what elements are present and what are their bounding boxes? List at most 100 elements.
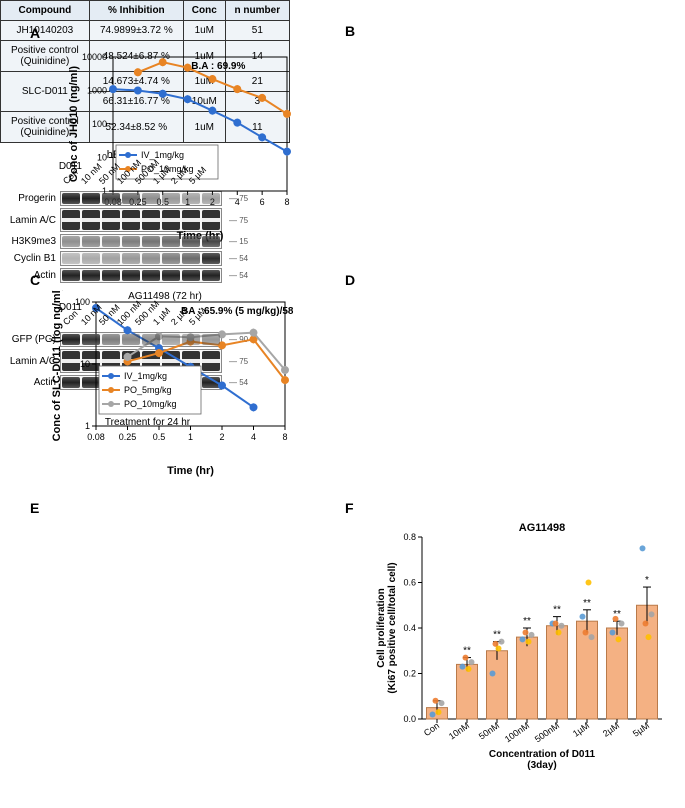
wb-band (182, 334, 200, 345)
table-header: % Inhibition (89, 1, 183, 21)
svg-text:**: ** (613, 609, 621, 620)
wb-band (182, 236, 200, 247)
svg-text:Conc of JH010 (ng/ml): Conc of JH010 (ng/ml) (68, 66, 80, 182)
wb-row: Actin — 54 (0, 268, 300, 283)
svg-text:1: 1 (188, 432, 193, 442)
svg-text:0.8: 0.8 (403, 532, 416, 542)
wb-band (162, 236, 180, 247)
svg-text:Concentration of D011: Concentration of D011 (489, 749, 596, 760)
wb-band (162, 270, 180, 281)
svg-text:10: 10 (97, 153, 107, 163)
wb-band (102, 253, 120, 264)
wb-row-label: Actin (0, 270, 56, 281)
wb-mw-marker: — 54 (229, 271, 248, 280)
svg-text:0.25: 0.25 (119, 432, 137, 442)
svg-text:0.08: 0.08 (87, 432, 105, 442)
table-cell: 1uM (183, 21, 225, 41)
table-cell: 74.9899±3.72 % (89, 21, 183, 41)
wb-band (142, 236, 160, 247)
wb-mw-marker: — 54 (229, 254, 248, 263)
wb-band (162, 193, 180, 204)
wb-band (122, 270, 140, 281)
svg-text:(Ki67 positive cell/total cell: (Ki67 positive cell/total cell) (387, 562, 398, 693)
svg-text:IV_1mg/kg: IV_1mg/kg (124, 371, 167, 381)
wb-band (142, 334, 160, 345)
svg-text:100: 100 (75, 297, 90, 307)
svg-text:1: 1 (85, 421, 90, 431)
svg-text:10nM: 10nM (447, 720, 471, 741)
panel-label-b: B (345, 23, 355, 39)
table-header: Conc (183, 1, 225, 21)
panel-a-chart: 1101001000100000.080.250.512468Time (hr)… (65, 45, 295, 245)
wb-band (102, 334, 120, 345)
svg-text:IV_1mg/kg: IV_1mg/kg (141, 150, 184, 160)
wb-band (82, 270, 100, 281)
wb-bands (60, 251, 222, 266)
svg-text:0.6: 0.6 (403, 578, 416, 588)
wb-band (202, 270, 220, 281)
svg-text:5µM: 5µM (631, 720, 651, 738)
svg-text:0.4: 0.4 (403, 623, 416, 633)
svg-text:Cell proliferation: Cell proliferation (376, 588, 387, 667)
wb-row-label: H3K9me3 (0, 236, 56, 247)
wb-band (202, 334, 220, 345)
wb-band (102, 270, 120, 281)
table-row: JH1014020374.9899±3.72 %1uM51 (1, 21, 290, 41)
wb-band (62, 270, 80, 281)
svg-text:2: 2 (219, 432, 224, 442)
table-header: Compound (1, 1, 90, 21)
table-cell: 51 (225, 21, 289, 41)
wb-row: Cyclin B1— 54 (0, 251, 300, 266)
panel-label-e: E (30, 500, 39, 516)
wb-band (142, 253, 160, 264)
svg-text:PO_10mg/kg: PO_10mg/kg (124, 399, 177, 409)
svg-text:0.5: 0.5 (153, 432, 166, 442)
table-header: n number (225, 1, 289, 21)
wb-band (82, 253, 100, 264)
wb-row-label: Progerin (0, 193, 56, 204)
svg-text:50nM: 50nM (477, 720, 501, 741)
panel-label-c: C (30, 272, 40, 288)
svg-text:Conc of SLC-D011 (log ng/ml): Conc of SLC-D011 (log ng/ml) (51, 290, 63, 441)
svg-text:0.2: 0.2 (403, 669, 416, 679)
wb-band (122, 236, 140, 247)
panel-f-barchart: AG114980.00.20.40.60.8Con**10nM**50nM**1… (370, 515, 670, 775)
svg-text:500nM: 500nM (533, 720, 561, 744)
wb-band (162, 253, 180, 264)
svg-text:100nM: 100nM (503, 720, 531, 744)
panel-label-f: F (345, 500, 354, 516)
wb-band (202, 236, 220, 247)
wb-band (142, 270, 160, 281)
svg-text:**: ** (463, 646, 471, 657)
svg-text:10: 10 (80, 359, 90, 369)
wb-band (82, 334, 100, 345)
svg-text:Con: Con (422, 720, 441, 738)
wb-band (182, 253, 200, 264)
svg-text:8: 8 (284, 197, 289, 207)
wb-band (122, 193, 140, 204)
svg-text:(3day): (3day) (527, 760, 556, 771)
svg-text:10000: 10000 (82, 52, 107, 62)
panel-label-d: D (345, 272, 355, 288)
svg-text:100: 100 (92, 119, 107, 129)
panel-label-a: A (30, 25, 40, 41)
svg-text:Time (hr): Time (hr) (167, 465, 214, 477)
svg-text:**: ** (523, 616, 531, 627)
svg-text:4: 4 (251, 432, 256, 442)
table-cell: JH10140203 (1, 21, 90, 41)
svg-text:**: ** (583, 598, 591, 609)
svg-text:2µM: 2µM (601, 720, 621, 738)
wb-band (202, 253, 220, 264)
wb-band (102, 236, 120, 247)
svg-text:PO_5mg/kg: PO_5mg/kg (124, 385, 172, 395)
wb-band (122, 253, 140, 264)
wb-row-label: Lamin A/C (0, 215, 56, 226)
svg-text:1000: 1000 (87, 86, 107, 96)
svg-text:**: ** (553, 605, 561, 616)
wb-band (122, 334, 140, 345)
wb-band (182, 270, 200, 281)
wb-band (62, 253, 80, 264)
wb-band (202, 193, 220, 204)
svg-text:B.A : 69.9%: B.A : 69.9% (191, 61, 245, 72)
svg-text:6: 6 (260, 197, 265, 207)
